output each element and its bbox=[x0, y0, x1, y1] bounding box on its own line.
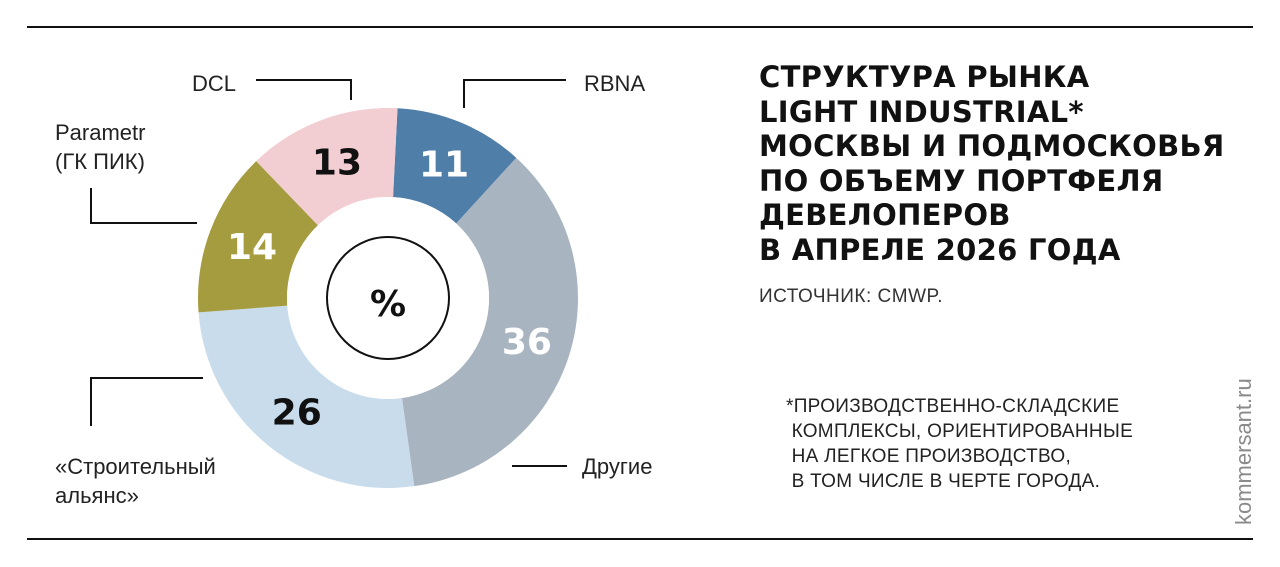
label-dcl: DCL bbox=[192, 71, 236, 96]
label-parametr: Parametr (ГК ПИК) bbox=[55, 120, 152, 174]
leader-line-dcl bbox=[256, 79, 352, 100]
leader-line-rbna bbox=[463, 79, 566, 108]
footnote-line: КОМПЛЕКСЫ, ОРИЕНТИРОВАННЫЕ bbox=[786, 421, 1134, 442]
title-line: ПО ОБЪЕМУ ПОРТФЕЛЯ bbox=[759, 163, 1164, 198]
title-line: СТРУКТУРА РЫНКА bbox=[759, 60, 1090, 94]
slice-values: 11 36 26 14 13 bbox=[227, 143, 552, 434]
title-line: ДЕВЕЛОПЕРОВ bbox=[759, 198, 1011, 232]
donut-slice bbox=[401, 157, 578, 487]
label-drugie: Другие bbox=[582, 454, 652, 479]
donut-slice bbox=[197, 161, 318, 313]
top-rule bbox=[27, 26, 1253, 28]
leader-lines bbox=[90, 79, 567, 467]
leader-line-stroitelny bbox=[90, 377, 203, 426]
site-watermark: kommersant.ru bbox=[1231, 378, 1256, 525]
label-stroitelny: «Строительный альянс» bbox=[55, 454, 222, 508]
center-label: % bbox=[370, 284, 406, 325]
title-line: LIGHT INDUSTRIAL* bbox=[759, 94, 1084, 129]
title-line: МОСКВЫ И ПОДМОСКОВЬЯ bbox=[759, 129, 1225, 163]
center-ring bbox=[326, 236, 450, 360]
slice-value-label: 13 bbox=[312, 143, 362, 184]
chart-title: СТРУКТУРА РЫНКА LIGHT INDUSTRIAL* МОСКВЫ… bbox=[759, 60, 1225, 267]
donut-slices bbox=[197, 108, 578, 488]
footnote-line: *ПРОИЗВОДСТВЕННО-СКЛАДСКИЕ bbox=[786, 396, 1120, 417]
label-rbna: RBNA bbox=[584, 71, 645, 96]
slice-value-label: 14 bbox=[227, 227, 277, 268]
source-note: ИСТОЧНИК: CMWP. bbox=[759, 286, 944, 307]
footnote: *ПРОИЗВОДСТВЕННО-СКЛАДСКИЕ КОМПЛЕКСЫ, ОР… bbox=[786, 394, 1133, 494]
title-line: В АПРЕЛЕ 2026 ГОДА bbox=[759, 232, 1121, 267]
bottom-rule bbox=[27, 538, 1253, 540]
footnote-line: НА ЛЕГКОЕ ПРОИЗВОДСТВО, bbox=[786, 446, 1072, 467]
footnote-line: В ТОМ ЧИСЛЕ В ЧЕРТЕ ГОРОДА. bbox=[786, 471, 1101, 492]
donut-slice bbox=[256, 108, 398, 226]
slice-value-label: 11 bbox=[419, 145, 469, 186]
donut-slice bbox=[198, 305, 415, 488]
donut-slice bbox=[393, 108, 517, 224]
leader-line-parametr bbox=[90, 188, 197, 224]
slice-value-label: 26 bbox=[272, 392, 322, 433]
donut-hole bbox=[287, 197, 489, 399]
slice-value-label: 36 bbox=[502, 322, 552, 363]
